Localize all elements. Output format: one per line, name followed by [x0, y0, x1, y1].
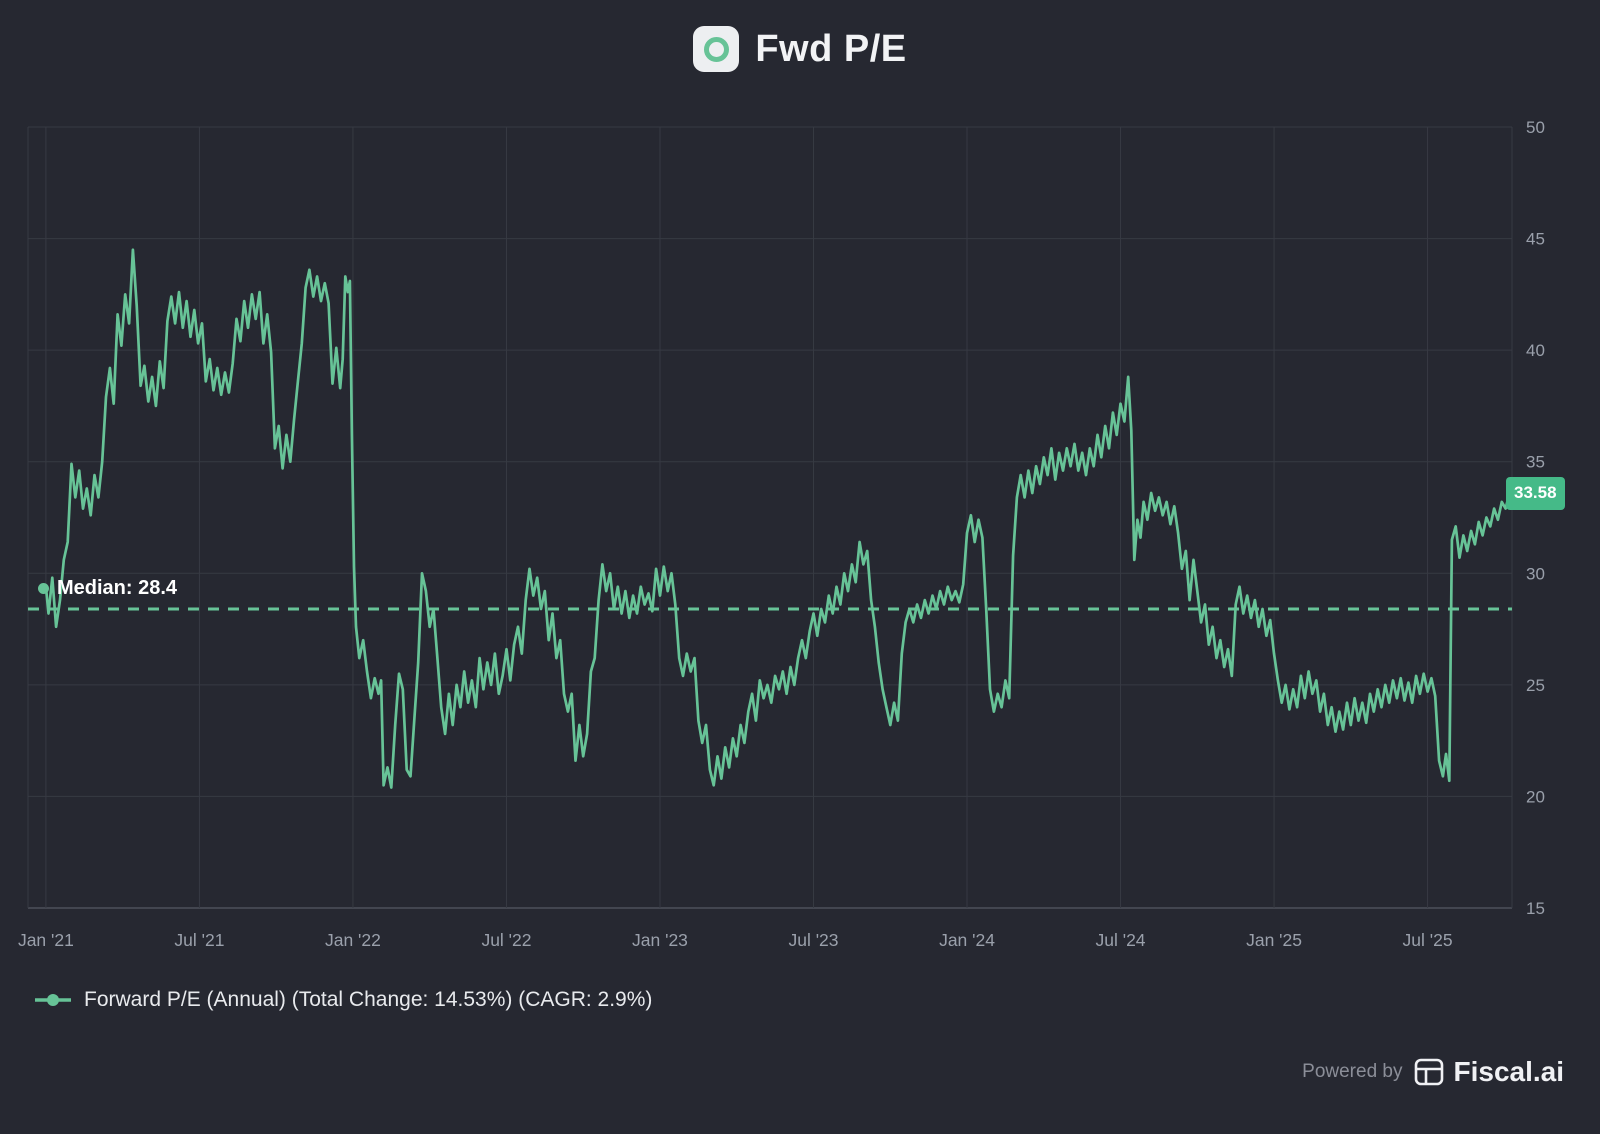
svg-text:35: 35: [1526, 453, 1545, 472]
median-label: Median: 28.4: [38, 577, 177, 600]
svg-text:Jul '23: Jul '23: [788, 930, 838, 950]
svg-text:Jul '25: Jul '25: [1403, 930, 1453, 950]
powered-by-label: Powered by: [1302, 1061, 1403, 1082]
chart-title: Fwd P/E: [755, 27, 907, 70]
series-ring-icon: [703, 36, 729, 62]
svg-text:Jul '24: Jul '24: [1096, 930, 1146, 950]
svg-text:Jul '22: Jul '22: [481, 930, 531, 950]
svg-text:Jan '21: Jan '21: [18, 930, 74, 950]
footer: Powered by Fiscal.ai: [1302, 1056, 1564, 1088]
chart-header: Fwd P/E: [0, 26, 1600, 72]
legend-line-marker-icon: [35, 994, 71, 1006]
svg-text:15: 15: [1526, 899, 1545, 918]
brand-link[interactable]: Fiscal.ai: [1414, 1056, 1564, 1088]
fiscal-logo-icon: [1415, 1058, 1444, 1086]
svg-text:45: 45: [1526, 230, 1545, 249]
median-label-text: Median: 28.4: [57, 576, 178, 599]
svg-text:Jan '25: Jan '25: [1246, 930, 1302, 950]
svg-text:Jan '23: Jan '23: [632, 930, 688, 950]
last-value-badge: 33.58: [1506, 477, 1565, 510]
svg-text:50: 50: [1526, 118, 1545, 137]
svg-text:Jul '21: Jul '21: [174, 930, 224, 950]
median-dot-icon: [38, 582, 49, 594]
svg-text:25: 25: [1526, 676, 1545, 695]
svg-text:20: 20: [1526, 787, 1545, 806]
legend-label: Forward P/E (Annual) (Total Change: 14.5…: [84, 988, 653, 1011]
svg-text:30: 30: [1526, 564, 1545, 583]
svg-text:Jan '24: Jan '24: [939, 930, 995, 950]
brand-name: Fiscal.ai: [1453, 1056, 1564, 1087]
legend-item[interactable]: Forward P/E (Annual) (Total Change: 14.5…: [34, 988, 652, 1012]
series-toggle-chip[interactable]: [693, 26, 740, 72]
svg-text:40: 40: [1526, 341, 1545, 360]
svg-text:Jan '22: Jan '22: [325, 930, 381, 950]
